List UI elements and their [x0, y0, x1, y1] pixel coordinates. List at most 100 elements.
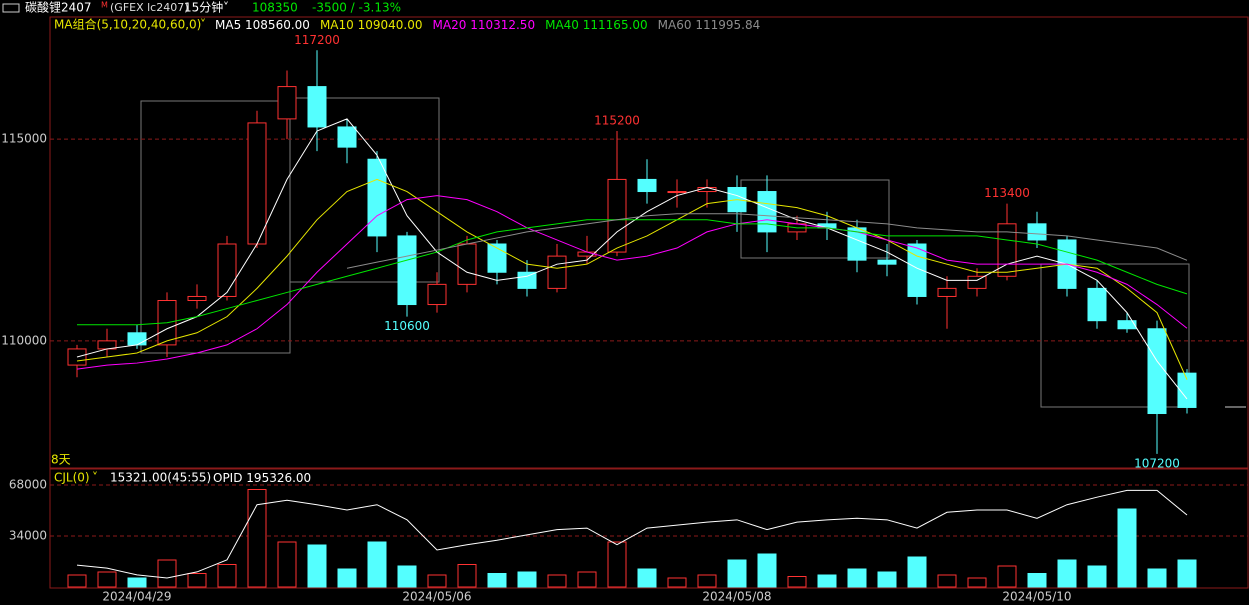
- candle-body: [1087, 287, 1107, 322]
- candle-body: [1147, 328, 1167, 415]
- volume-bar: [787, 576, 807, 588]
- extreme-label: 113400: [984, 186, 1030, 200]
- candle-body: [667, 191, 687, 194]
- volume-bar: [217, 564, 237, 588]
- extreme-label: 117200: [294, 33, 340, 47]
- volume-bar: [847, 568, 867, 588]
- candle-body: [307, 86, 327, 128]
- candle-body: [277, 86, 297, 120]
- legend-name: MA20: [433, 18, 467, 32]
- volume-title: CJL(0): [54, 471, 90, 485]
- legend: MA5 108560.00 MA10 109040.00 MA20 110312.5…: [215, 18, 760, 32]
- volume-bar: [127, 577, 147, 588]
- volume-bar: [757, 553, 777, 588]
- extreme-label: 110600: [384, 319, 430, 333]
- days: 8天: [51, 453, 71, 467]
- volume-bar: [157, 559, 177, 588]
- volume-bar: [817, 574, 837, 588]
- candle-body: [247, 122, 267, 245]
- volume-bar: [67, 574, 87, 588]
- candle-body: [337, 126, 357, 148]
- candle-body: [967, 275, 987, 289]
- volume-bar: [607, 541, 627, 588]
- candle-body: [547, 255, 567, 289]
- range-box: [1040, 263, 1190, 408]
- legend-value: 111165.00: [583, 18, 648, 32]
- legend-entry: MA20 110312.50: [433, 18, 536, 32]
- range-box: [740, 179, 890, 259]
- legend-name: MA5: [215, 18, 241, 32]
- exchange: (GFEX lc2407): [110, 1, 189, 14]
- candle-body: [427, 283, 447, 306]
- legend-entry: MA60 111995.84: [658, 18, 761, 32]
- volume-bar: [427, 574, 447, 588]
- volume-bar: [1117, 508, 1137, 588]
- candle-body: [187, 295, 207, 302]
- symbol: 碳酸锂2407: [25, 0, 92, 15]
- legend-name: MA60: [658, 18, 692, 32]
- volume-bar: [637, 568, 657, 588]
- ma-chevron[interactable]: ˅: [200, 18, 206, 32]
- volume-bar: [1177, 559, 1197, 588]
- y-tick-label: 34000: [9, 529, 47, 543]
- candle-body: [607, 178, 627, 253]
- candle-body: [367, 158, 387, 237]
- ma-group[interactable]: MA组合(5,10,20,40,60,0): [54, 17, 201, 32]
- volume-chevron: ˅: [92, 471, 98, 485]
- period-chevron[interactable]: ˅: [223, 1, 229, 15]
- volume-bar: [337, 568, 357, 588]
- candle-body: [937, 287, 957, 297]
- volume-subtitle: 15321.00(45:55): [110, 471, 211, 485]
- y-tick-label: 110000: [1, 333, 47, 347]
- extreme-label: 107200: [1134, 456, 1180, 470]
- legend-value: 110312.50: [470, 18, 535, 32]
- volume-bar: [1147, 568, 1167, 588]
- volume-bar: [397, 565, 417, 588]
- line: [76, 195, 1188, 370]
- period[interactable]: 15分钟: [184, 0, 223, 15]
- candle-body: [217, 243, 237, 297]
- line: [76, 178, 1188, 380]
- volume-bar: [967, 577, 987, 588]
- price: 108350: [252, 1, 298, 15]
- legend-value: 109040.00: [358, 18, 423, 32]
- menu-icon[interactable]: [2, 3, 20, 13]
- line: [346, 213, 1188, 269]
- volume-bar: [697, 574, 717, 588]
- extreme-label: 115200: [594, 113, 640, 127]
- legend-entry: MA10 109040.00: [320, 18, 423, 32]
- line: [77, 219, 1188, 326]
- y-tick-label: 115000: [1, 132, 47, 146]
- x-tick-label: 2024/05/10: [1002, 590, 1071, 604]
- legend-value: 195326.00: [246, 471, 311, 485]
- volume-panel-frame: [49, 468, 1249, 589]
- candle-body: [397, 235, 417, 306]
- candle-body: [877, 259, 897, 265]
- line: [76, 489, 1188, 579]
- volume-bar: [1027, 573, 1047, 588]
- candle-body: [1027, 223, 1047, 241]
- legend-value: 111995.84: [695, 18, 760, 32]
- volume-bar: [667, 577, 687, 588]
- candle-body: [757, 191, 777, 233]
- volume-bar: [907, 556, 927, 588]
- volume-bar: [457, 564, 477, 588]
- volume-bar: [517, 571, 537, 588]
- x-tick-label: 2024/04/29: [102, 590, 171, 604]
- legend-name: MA40: [545, 18, 579, 32]
- range-boxes: [140, 97, 1190, 408]
- main-panel-frame: [49, 16, 1249, 469]
- y-tick-label: 68000: [9, 478, 47, 492]
- candle-body: [487, 243, 507, 273]
- line: [76, 118, 1188, 400]
- candle-body: [67, 348, 87, 366]
- volume-bar: [187, 573, 207, 588]
- volume-bar: [97, 571, 117, 588]
- legend-value: 108560.00: [245, 18, 310, 32]
- volume-bar: [277, 541, 297, 588]
- range-box: [289, 97, 440, 283]
- volume-bar: [1087, 565, 1107, 588]
